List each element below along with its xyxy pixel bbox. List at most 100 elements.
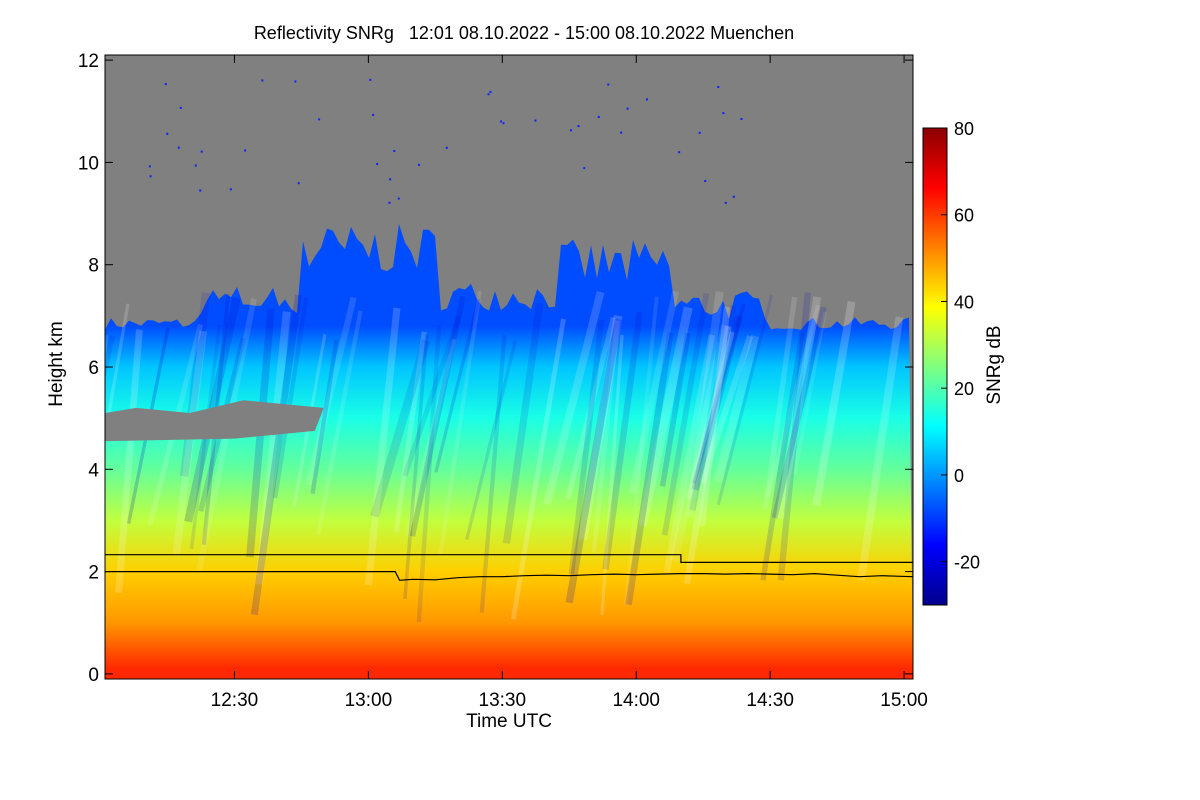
fall-streak: [438, 290, 482, 555]
fall-streak: [698, 306, 731, 527]
fall-streak: [409, 296, 466, 537]
fall-streak: [762, 304, 821, 511]
x-tick-label: 14:30: [746, 690, 794, 711]
fall-streak: [625, 331, 674, 606]
speck: [487, 93, 490, 96]
speck: [369, 78, 372, 81]
speck: [583, 167, 586, 170]
speck: [569, 129, 572, 132]
fall-streak: [416, 325, 442, 623]
fall-streak: [434, 298, 481, 473]
fall-streak: [370, 339, 431, 518]
fall-streak: [760, 331, 805, 581]
fall-streak: [568, 319, 605, 575]
fall-streak: [777, 292, 811, 581]
colorbar: -20 0 20 40 60 80: [922, 119, 980, 606]
fall-streak: [578, 314, 623, 540]
x-tick-label: 13:30: [479, 690, 527, 711]
speck: [194, 164, 197, 167]
fall-streak: [628, 290, 679, 494]
fall-streak: [404, 338, 457, 537]
x-axis: 12:30 13:00 13:30 14:00 14:30 15:00: [211, 55, 928, 711]
speck: [372, 113, 375, 116]
fall-streak: [663, 334, 716, 573]
fall-streak: [624, 296, 659, 606]
speck: [740, 118, 743, 121]
fall-streak: [812, 300, 856, 507]
fall-streak: [659, 332, 691, 487]
fall-streak: [691, 315, 743, 491]
colorbar-ticks: -20 0 20 40 60 80: [941, 119, 980, 573]
fall-streak: [764, 296, 798, 499]
fall-streak: [254, 311, 291, 585]
fall-streak: [479, 335, 507, 613]
speck: [294, 80, 297, 83]
fall-streak: [685, 291, 724, 518]
fall-streak: [310, 339, 339, 495]
plot-area: [104, 54, 914, 680]
speck: [388, 201, 391, 204]
speck: [148, 165, 151, 168]
colorbar-tick-label: 80: [954, 119, 974, 139]
speck: [397, 197, 400, 200]
x-tick-label: 14:00: [612, 690, 660, 711]
speck: [645, 98, 648, 101]
speck: [229, 188, 232, 191]
fall-streak: [699, 335, 754, 484]
fall-streak: [771, 306, 827, 519]
fall-streak: [638, 306, 693, 527]
speck: [597, 115, 600, 118]
fall-streak: [691, 303, 746, 484]
fall-streak: [115, 329, 143, 594]
fall-streak: [272, 297, 309, 499]
fall-streak: [602, 311, 643, 570]
speck: [164, 83, 167, 86]
colorbar-tick-label: -20: [954, 553, 980, 573]
lower-layer-line: [105, 570, 913, 581]
y-tick-label: 10: [78, 153, 99, 174]
speck: [500, 120, 503, 123]
fall-streak: [393, 331, 427, 533]
fall-streak: [661, 292, 710, 536]
fall-streak: [600, 334, 624, 615]
speck: [244, 149, 247, 152]
colorbar-label: SNRg dB: [984, 325, 1005, 404]
speck: [698, 131, 701, 134]
fall-streak: [591, 320, 620, 553]
speck: [376, 163, 379, 166]
fall-streak: [683, 325, 732, 585]
fall-streak: [688, 304, 737, 511]
fall-streak: [857, 316, 904, 581]
fall-streak: [402, 315, 462, 477]
speck: [626, 107, 629, 110]
speck: [297, 182, 300, 185]
fall-streak: [669, 324, 731, 562]
fall-streak: [565, 318, 622, 604]
x-tick-label: 13:00: [345, 690, 393, 711]
speck: [393, 149, 396, 152]
fall-streak: [172, 330, 207, 557]
x-tick-label: 15:00: [880, 690, 928, 711]
y-tick-label: 2: [88, 563, 99, 584]
fall-streak: [686, 331, 735, 499]
fall-streak: [565, 316, 617, 500]
colorbar-scale: [922, 127, 948, 606]
speck: [732, 195, 735, 198]
speck: [577, 125, 580, 128]
speck: [704, 180, 707, 183]
speck: [534, 119, 537, 122]
colorbar-tick-label: 0: [954, 466, 964, 486]
speck: [261, 79, 264, 82]
fall-streaks: [105, 290, 904, 623]
speck: [389, 178, 392, 181]
speck: [200, 150, 203, 153]
y-tick-label: 12: [78, 51, 99, 72]
speck: [489, 90, 492, 93]
speck: [179, 106, 182, 109]
y-tick-label: 6: [88, 358, 99, 379]
fall-streak: [250, 294, 302, 616]
speck: [502, 122, 505, 125]
speck: [445, 146, 448, 149]
colorbar-tick-label: 60: [954, 206, 974, 226]
